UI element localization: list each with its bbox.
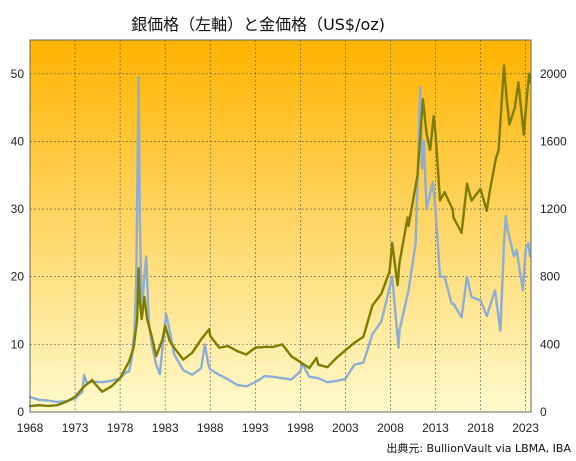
x-axis: 1968 1973 1978 1983 1988 1993 1998 2003 2008 2013… — [17, 421, 540, 435]
right-tick-label: 400 — [540, 337, 560, 351]
x-tick-label: 2013 — [422, 421, 449, 435]
left-tick-label: 40 — [11, 134, 25, 148]
x-tick-label: 2023 — [512, 421, 539, 435]
x-tick-label: 1973 — [62, 421, 89, 435]
left-tick-label: 50 — [11, 67, 25, 81]
x-tick-label: 1998 — [287, 421, 314, 435]
x-tick-label: 1988 — [197, 421, 224, 435]
x-tick-label: 1983 — [152, 421, 179, 435]
x-tick-label: 1978 — [107, 421, 134, 435]
x-tick-label: 2003 — [332, 421, 359, 435]
plot-background — [30, 40, 531, 412]
right-tick-label: 800 — [540, 270, 560, 284]
right-tick-label: 0 — [540, 405, 547, 419]
left-tick-label: 0 — [17, 405, 24, 419]
x-tick-label: 1968 — [17, 421, 44, 435]
left-tick-label: 10 — [11, 337, 25, 351]
left-tick-label: 20 — [11, 270, 25, 284]
silver-price-line — [28, 76, 532, 404]
gold-price-line — [28, 64, 532, 408]
right-tick-label: 1200 — [540, 202, 567, 216]
source-note: 出典元: BullionVault via LBMA, IBA — [386, 441, 571, 455]
left-axis: 0 10 20 30 40 50 — [11, 67, 25, 419]
left-tick-label: 30 — [11, 202, 25, 216]
plot-frame — [29, 39, 532, 413]
series-layer — [28, 64, 532, 408]
right-tick-label: 2000 — [540, 67, 567, 81]
x-tick-label: 2018 — [467, 421, 494, 435]
right-axis: 0 400 800 1200 1600 2000 — [540, 67, 567, 419]
x-tick-label: 1993 — [242, 421, 269, 435]
x-tick-label: 2008 — [377, 421, 404, 435]
chart-title: 銀価格（左軸）と金価格（US$/oz) — [131, 15, 385, 34]
right-tick-label: 1600 — [540, 134, 567, 148]
